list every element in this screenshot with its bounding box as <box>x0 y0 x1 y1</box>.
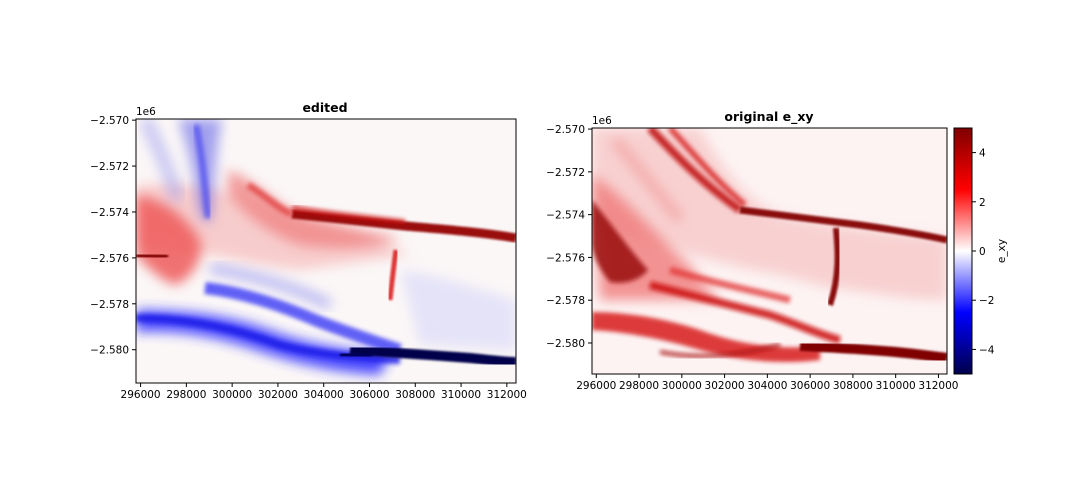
x-tick-label: 296000 <box>121 389 161 401</box>
colorbar-ticks: 4 2 0 −2 −4 <box>972 148 995 356</box>
x-tick-label: 306000 <box>790 380 830 392</box>
x-tick-label: 308000 <box>395 389 435 401</box>
heatmap-panel-edited: edited 1e6 296000 298000 300000 302000 30400… <box>90 100 527 401</box>
y-tick-label: −2.574 <box>546 210 585 222</box>
y-offset-label-original: 1e6 <box>592 115 612 127</box>
y-offset-label-edited: 1e6 <box>136 106 156 118</box>
colorbar-tick-label: 4 <box>979 148 986 160</box>
y-tick-label: −2.576 <box>546 252 585 264</box>
x-ticks-original: 296000 298000 300000 302000 304000 306000 3080… <box>576 374 958 392</box>
y-tick-label: −2.580 <box>546 338 585 350</box>
y-tick-label: −2.572 <box>90 161 129 173</box>
y-tick-label: −2.576 <box>90 253 129 265</box>
x-tick-label: 310000 <box>876 380 916 392</box>
heatmap-panel-original: original e_xy 1e6 296000 298000 300000 3020… <box>546 109 1008 392</box>
x-tick-label: 300000 <box>662 380 702 392</box>
y-tick-label: −2.574 <box>90 207 129 219</box>
axes-frame-edited <box>135 118 517 384</box>
y-tick-label: −2.578 <box>90 299 129 311</box>
x-tick-label: 312000 <box>487 389 527 401</box>
x-tick-label: 298000 <box>166 389 206 401</box>
x-tick-label: 304000 <box>304 389 344 401</box>
colorbar-tick-label: 0 <box>979 246 986 258</box>
colorbar-tick-label: −4 <box>979 344 995 356</box>
x-tick-label: 312000 <box>918 380 958 392</box>
colorbar-tick-label: −2 <box>979 295 994 307</box>
colorbar-tick-label: 2 <box>979 197 986 209</box>
x-tick-label: 302000 <box>705 380 745 392</box>
colorbar <box>953 127 973 375</box>
x-ticks-edited: 296000 298000 300000 302000 304000 306000 3080… <box>121 383 527 401</box>
heatmap-field-original <box>592 128 947 363</box>
x-tick-label: 306000 <box>349 389 389 401</box>
y-tick-label: −2.570 <box>546 124 585 136</box>
colorbar-label: e_xy <box>996 239 1008 263</box>
x-tick-label: 298000 <box>619 380 659 392</box>
heatmap-field-edited <box>136 119 516 375</box>
axes-frame-original <box>591 127 948 375</box>
y-tick-label: −2.570 <box>90 115 129 127</box>
y-tick-label: −2.572 <box>546 167 585 179</box>
x-tick-label: 308000 <box>833 380 873 392</box>
y-ticks-original: −2.570 −2.572 −2.574 −2.576 −2.578 −2.580 <box>546 124 592 350</box>
x-tick-label: 310000 <box>441 389 481 401</box>
chart-title-original: original e_xy <box>724 109 813 125</box>
x-tick-label: 296000 <box>576 380 616 392</box>
x-tick-label: 304000 <box>747 380 787 392</box>
y-ticks-edited: −2.570 −2.572 −2.574 −2.576 −2.578 −2.580 <box>90 115 136 357</box>
y-tick-label: −2.578 <box>546 295 585 307</box>
x-tick-label: 302000 <box>258 389 298 401</box>
x-tick-label: 300000 <box>212 389 252 401</box>
y-tick-label: −2.580 <box>90 345 129 357</box>
chart-title-edited: edited <box>302 100 347 115</box>
